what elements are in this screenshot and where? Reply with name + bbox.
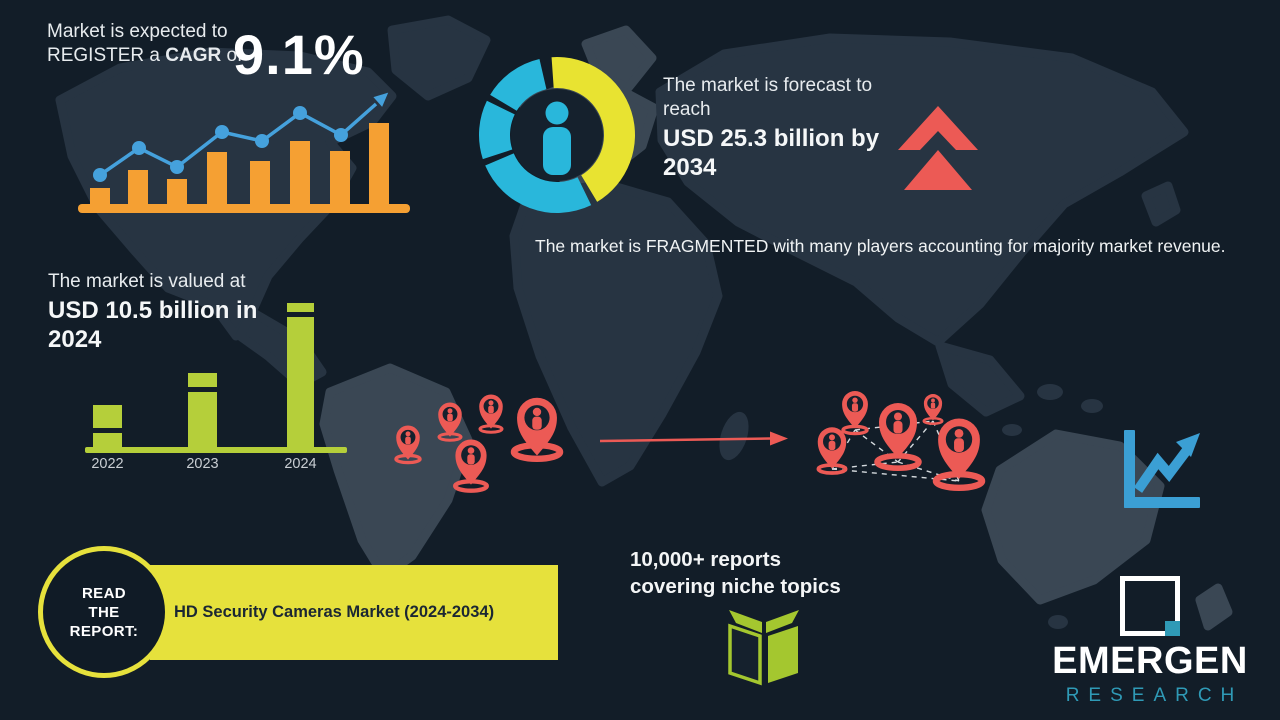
trend-dot — [293, 106, 307, 120]
growth-trend-chart — [78, 92, 410, 213]
map-island — [1037, 384, 1063, 400]
cagr-bold: CAGR — [165, 45, 222, 66]
trend-dot — [93, 168, 107, 182]
donut-segment-cyan-mid — [479, 100, 515, 160]
report-banner-label: HD Security Cameras Market (2024-2034) — [174, 603, 495, 621]
growth-bar — [207, 152, 227, 206]
forecast-value: USD 25.3 billion by 2034 — [663, 125, 880, 181]
read-report-line: THE — [88, 603, 120, 621]
location-pin-icon — [938, 418, 980, 479]
open-book-icon — [728, 610, 799, 686]
reports-line2: covering niche topics — [630, 575, 841, 598]
value-bar-stripe — [188, 387, 217, 392]
transition-arrow — [599, 431, 788, 446]
growth-bar — [167, 179, 187, 206]
logo-name: EMERGEN — [1052, 640, 1248, 682]
location-pin-icon — [438, 402, 462, 437]
growth-bar — [90, 188, 110, 206]
forecast-lead: The market is forecast to reach — [663, 75, 873, 120]
location-pin-icon — [455, 439, 487, 485]
cagr-section: Market is expected to REGISTER a CAGR of — [47, 20, 242, 68]
growth-baseline — [78, 204, 410, 213]
map-island — [1002, 424, 1022, 436]
valuation-value: USD 10.5 billion in 2024 — [48, 297, 258, 353]
location-pin-icon — [842, 391, 868, 429]
location-pin-icon — [923, 394, 943, 421]
location-pin-icon — [817, 427, 847, 469]
cagr-value: 9.1% — [233, 23, 365, 86]
value-bar — [93, 405, 122, 447]
map-japan — [1141, 181, 1181, 227]
cagr-line2: REGISTER a CAGR of — [47, 45, 243, 66]
donut-segment-cyan-small — [490, 58, 547, 111]
map-south-america — [319, 363, 473, 581]
location-pin-icon — [479, 394, 503, 429]
value-bar-stripe — [287, 312, 314, 317]
map-southeast-asia — [935, 341, 1025, 417]
trend-dot — [215, 125, 229, 139]
growth-bar — [330, 151, 350, 206]
map-greenland — [387, 15, 491, 101]
growth-bar — [369, 123, 389, 206]
map-island — [1081, 399, 1103, 413]
reports-blurb: 10,000+ reports covering niche topics — [630, 546, 841, 600]
donut-segment-cyan-large — [485, 153, 592, 213]
location-pins-scene — [394, 391, 1020, 524]
year-label: 2022 — [91, 456, 123, 472]
trend-arrowhead — [373, 92, 389, 107]
line-chart-icon — [1124, 430, 1200, 508]
growth-bar — [290, 141, 310, 206]
cagr-line1: Market is expected to — [47, 21, 228, 42]
map-madagascar — [719, 411, 749, 461]
report-banner[interactable]: HD Security Cameras Market (2024-2034) — [150, 565, 558, 660]
logo-subtitle: RESEARCH — [1065, 685, 1244, 706]
trend-dot — [334, 128, 348, 142]
map-australia — [981, 429, 1165, 605]
donut-segment-yellow-large — [551, 57, 635, 202]
logo-square-icon — [1120, 576, 1180, 636]
market-share-donut-chart — [479, 57, 635, 213]
trend-dot — [170, 160, 184, 174]
value-baseline — [85, 447, 347, 453]
value-bar-stripe — [93, 428, 122, 433]
value-bar — [188, 373, 217, 447]
growth-bar — [128, 170, 148, 206]
map-tasmania — [1048, 615, 1068, 629]
reports-line1: 10,000+ reports — [630, 548, 781, 571]
year-label: 2024 — [284, 456, 316, 472]
year-label: 2023 — [186, 456, 218, 472]
valuation-lead: The market is valued at — [48, 271, 246, 292]
location-pin-icon — [879, 403, 917, 458]
read-report-button[interactable]: READ THE REPORT: — [38, 546, 170, 678]
market-value-chart: 2022 2023 2024 — [85, 303, 347, 472]
location-pin-icon — [396, 425, 420, 460]
person-icon — [543, 101, 571, 175]
read-report-line: REPORT: — [69, 622, 139, 640]
growth-up-arrow-icon — [898, 106, 978, 190]
read-report-line: READ — [81, 584, 127, 602]
map-asia — [655, 33, 1189, 347]
trend-line — [99, 102, 378, 177]
emergen-logo: EMERGEN RESEARCH — [1040, 576, 1260, 707]
trend-dot — [132, 141, 146, 155]
fragmented-text: The market is FRAGMENTED with many playe… — [535, 236, 1226, 256]
map-new-zealand — [1195, 583, 1233, 631]
value-bar — [287, 303, 314, 447]
growth-bar — [250, 161, 270, 206]
trend-dot — [255, 134, 269, 148]
logo-corner-accent — [1165, 621, 1180, 636]
